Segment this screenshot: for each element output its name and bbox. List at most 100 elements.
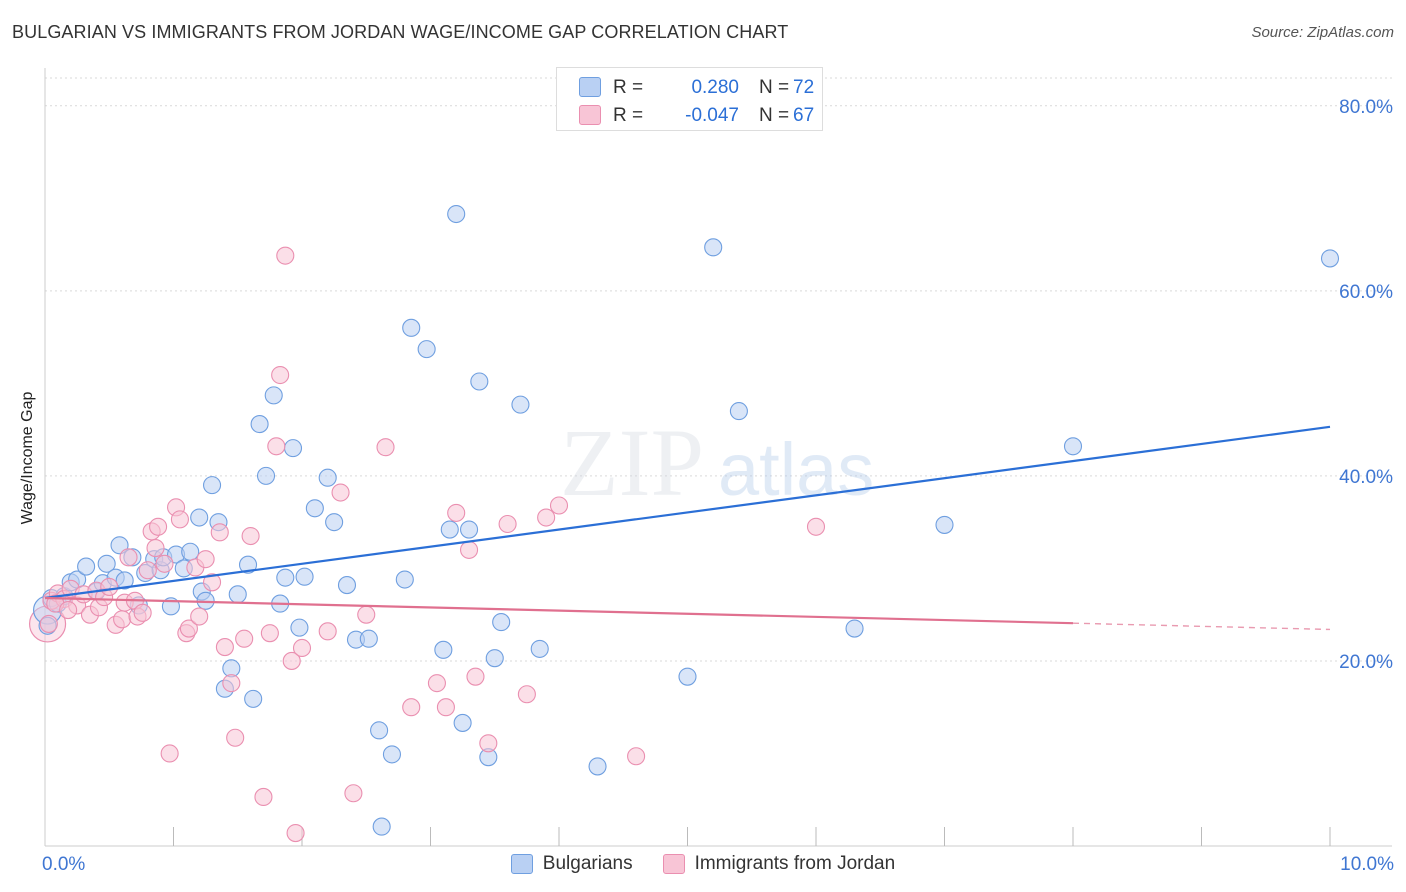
data-point-bulgarians [395,570,414,589]
data-point-jordan [254,787,273,807]
data-point-jordan [241,526,260,546]
data-point-jordan [517,685,536,704]
data-point-jordan [276,246,295,265]
data-point-bulgarians [264,386,283,405]
trend-line-jordan-dashed [1072,622,1331,631]
data-point-jordan [39,614,58,633]
data-point-jordan [190,607,209,626]
stats-box: R = 0.280 N = 72 R = -0.047 N = 67 [556,67,823,131]
watermark: ZIP atlas [560,409,874,516]
data-point-bulgarians [283,439,303,458]
data-point-bulgarians [337,576,357,595]
data-point-jordan [119,548,138,567]
data-point-bulgarians [115,571,134,590]
data-point-jordan [179,619,198,638]
n-value: 67 [793,105,815,126]
data-point-jordan [357,605,376,624]
legend-item-jordan[interactable]: Immigrants from Jordan [662,850,896,878]
n-label: N = [759,105,790,126]
legend-item-bulgarians[interactable]: Bulgarians [510,850,633,878]
data-point-bulgarians [704,238,723,257]
data-point-jordan [271,365,290,385]
data-point-jordan [427,674,446,693]
axes [44,68,1392,847]
data-point-bulgarians [276,568,295,587]
data-point-bulgarians [372,817,391,836]
data-point-bulgarians [1320,249,1340,268]
data-point-bulgarians [492,613,511,632]
data-point-bulgarians [935,515,954,534]
data-point-jordan [100,577,119,596]
legend: Bulgarians Immigrants from Jordan [0,850,1406,878]
data-point-bulgarians [470,372,489,391]
data-point-bulgarians [190,508,209,527]
r-label: R = [613,105,644,126]
data-point-jordan [215,638,234,657]
data-point-bulgarians [845,619,864,638]
data-point-jordan [436,698,455,717]
data-point-jordan [226,728,245,747]
data-point-jordan [267,437,286,456]
legend-label-jordan: Immigrants from Jordan [694,853,896,874]
data-point-bulgarians [511,395,530,414]
data-point-jordan [498,514,517,534]
data-point-bulgarians [77,557,96,576]
data-point-jordan [235,629,254,648]
data-point-jordan [459,540,479,559]
r-value: 0.280 [691,77,739,98]
y-tick-label: 20.0% [1339,652,1393,673]
trend-line-bulgarians [44,425,1331,600]
data-point-bulgarians [228,585,247,604]
data-point-jordan [318,622,337,641]
tick-labels: 20.0% 40.0% 60.0% 80.0% 0.0% 10.0% [42,97,1394,875]
legend-label-bulgarians: Bulgarians [542,853,633,874]
data-point-bulgarians [370,721,389,740]
watermark-zip: ZIP [560,409,704,516]
data-point-bulgarians [203,476,222,495]
data-point-jordan [222,674,241,693]
x-tick-label: 10.0% [1340,854,1394,875]
data-point-jordan [196,550,215,569]
data-point-bulgarians [325,513,344,532]
data-point-bulgarians [729,402,748,421]
data-point-bulgarians [402,318,421,337]
data-point-bulgarians [434,640,453,659]
data-point-bulgarians [530,639,549,658]
data-point-bulgarians [359,629,378,648]
source-label: Source: ZipAtlas.com [1251,24,1394,41]
stats-swatch-blue [579,77,601,97]
data-point-jordan [170,510,189,529]
data-point-bulgarians [440,520,459,539]
data-point-bulgarians [110,536,129,555]
data-point-jordan [260,624,279,643]
data-point-bulgarians [588,757,607,776]
data-point-bulgarians [97,554,116,573]
data-point-jordan [113,610,132,629]
data-point-jordan [466,667,485,686]
data-point-jordan [376,438,395,457]
data-point-jordan [59,600,78,620]
data-point-bulgarians [318,468,337,487]
stats-swatch-pink [579,105,601,125]
data-point-jordan [627,747,646,766]
x-tick-label: 0.0% [42,854,85,875]
data-point-jordan [549,496,569,515]
data-point-jordan [149,517,168,536]
data-point-jordan [282,651,301,670]
data-point-bulgarians [382,745,402,764]
data-point-bulgarians [453,713,472,732]
r-label: R = [613,77,644,98]
data-point-bulgarians [256,466,276,485]
data-point-bulgarians [485,649,504,668]
data-point-jordan [344,784,363,803]
data-point-bulgarians [417,340,436,359]
data-point-jordan [537,508,556,527]
data-point-bulgarians [1063,437,1083,456]
y-tick-label: 80.0% [1339,97,1393,118]
data-point-jordan [806,517,826,536]
data-point-bulgarians [250,415,269,434]
data-point-jordan [447,503,466,522]
data-point-bulgarians [447,204,466,224]
data-point-bulgarians [238,555,258,574]
data-point-bulgarians [181,542,200,561]
